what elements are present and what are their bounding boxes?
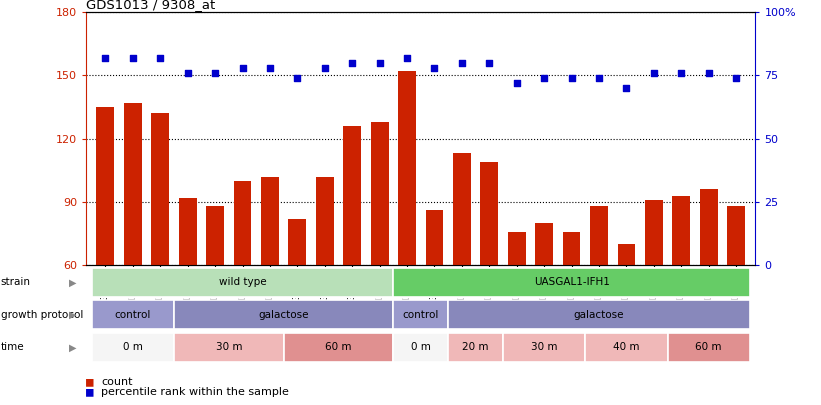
Text: ■: ■	[86, 385, 94, 398]
Point	[181, 70, 195, 76]
Bar	[97, 107, 114, 392]
Point	[154, 55, 167, 61]
Bar	[261, 177, 279, 392]
Bar	[448, 333, 503, 362]
Text: 20 m: 20 m	[462, 342, 488, 352]
Point	[730, 75, 743, 81]
Bar	[393, 268, 750, 297]
Bar	[617, 244, 635, 392]
Bar	[508, 232, 525, 392]
Point	[428, 64, 441, 71]
Text: count: count	[101, 377, 132, 387]
Point	[538, 75, 551, 81]
Bar	[316, 177, 333, 392]
Bar	[343, 126, 361, 392]
Bar	[453, 153, 470, 392]
Point	[456, 60, 469, 66]
Bar	[562, 232, 580, 392]
Text: control: control	[115, 310, 151, 320]
Text: 60 m: 60 m	[325, 342, 351, 352]
Bar	[480, 162, 498, 392]
Point	[483, 60, 496, 66]
Bar	[151, 113, 169, 392]
Bar	[124, 103, 142, 392]
Bar	[288, 219, 306, 392]
Bar	[92, 333, 174, 362]
Point	[264, 64, 277, 71]
Bar	[672, 196, 690, 392]
Text: strain: strain	[1, 277, 31, 288]
Point	[593, 75, 606, 81]
Point	[346, 60, 359, 66]
Text: percentile rank within the sample: percentile rank within the sample	[101, 387, 289, 396]
Text: ▶: ▶	[68, 277, 76, 288]
Bar	[92, 301, 174, 330]
Point	[702, 70, 715, 76]
Bar	[667, 333, 750, 362]
Text: 0 m: 0 m	[410, 342, 431, 352]
Bar	[92, 268, 393, 297]
Text: time: time	[1, 342, 25, 352]
Bar	[585, 333, 667, 362]
Text: growth protocol: growth protocol	[1, 310, 83, 320]
Point	[373, 60, 386, 66]
Bar	[393, 301, 448, 330]
Bar	[590, 206, 608, 392]
Point	[209, 70, 222, 76]
Bar	[425, 211, 443, 392]
Point	[126, 55, 140, 61]
Bar	[448, 301, 750, 330]
Bar	[283, 333, 393, 362]
Point	[236, 64, 249, 71]
Text: 40 m: 40 m	[613, 342, 640, 352]
Bar	[398, 71, 416, 392]
Point	[510, 80, 523, 86]
Bar	[179, 198, 196, 392]
Text: control: control	[402, 310, 439, 320]
Text: ▶: ▶	[68, 342, 76, 352]
Bar	[393, 333, 448, 362]
Text: GDS1013 / 9308_at: GDS1013 / 9308_at	[86, 0, 215, 11]
Bar	[727, 206, 745, 392]
Text: ■: ■	[86, 375, 94, 388]
Point	[565, 75, 578, 81]
Point	[620, 85, 633, 92]
Text: UASGAL1-IFH1: UASGAL1-IFH1	[534, 277, 609, 288]
Text: 30 m: 30 m	[216, 342, 242, 352]
Text: ▶: ▶	[68, 310, 76, 320]
Bar	[174, 333, 283, 362]
Text: 30 m: 30 m	[531, 342, 557, 352]
Bar	[503, 333, 585, 362]
Point	[675, 70, 688, 76]
Point	[401, 55, 414, 61]
Text: 0 m: 0 m	[123, 342, 143, 352]
Text: galactose: galactose	[574, 310, 624, 320]
Bar	[174, 301, 393, 330]
Text: wild type: wild type	[218, 277, 266, 288]
Point	[99, 55, 112, 61]
Bar	[371, 122, 388, 392]
Text: galactose: galactose	[259, 310, 309, 320]
Text: 60 m: 60 m	[695, 342, 722, 352]
Bar	[699, 190, 718, 392]
Point	[319, 64, 332, 71]
Bar	[234, 181, 251, 392]
Bar	[535, 223, 553, 392]
Point	[647, 70, 660, 76]
Point	[291, 75, 304, 81]
Bar	[206, 206, 224, 392]
Bar	[645, 200, 663, 392]
